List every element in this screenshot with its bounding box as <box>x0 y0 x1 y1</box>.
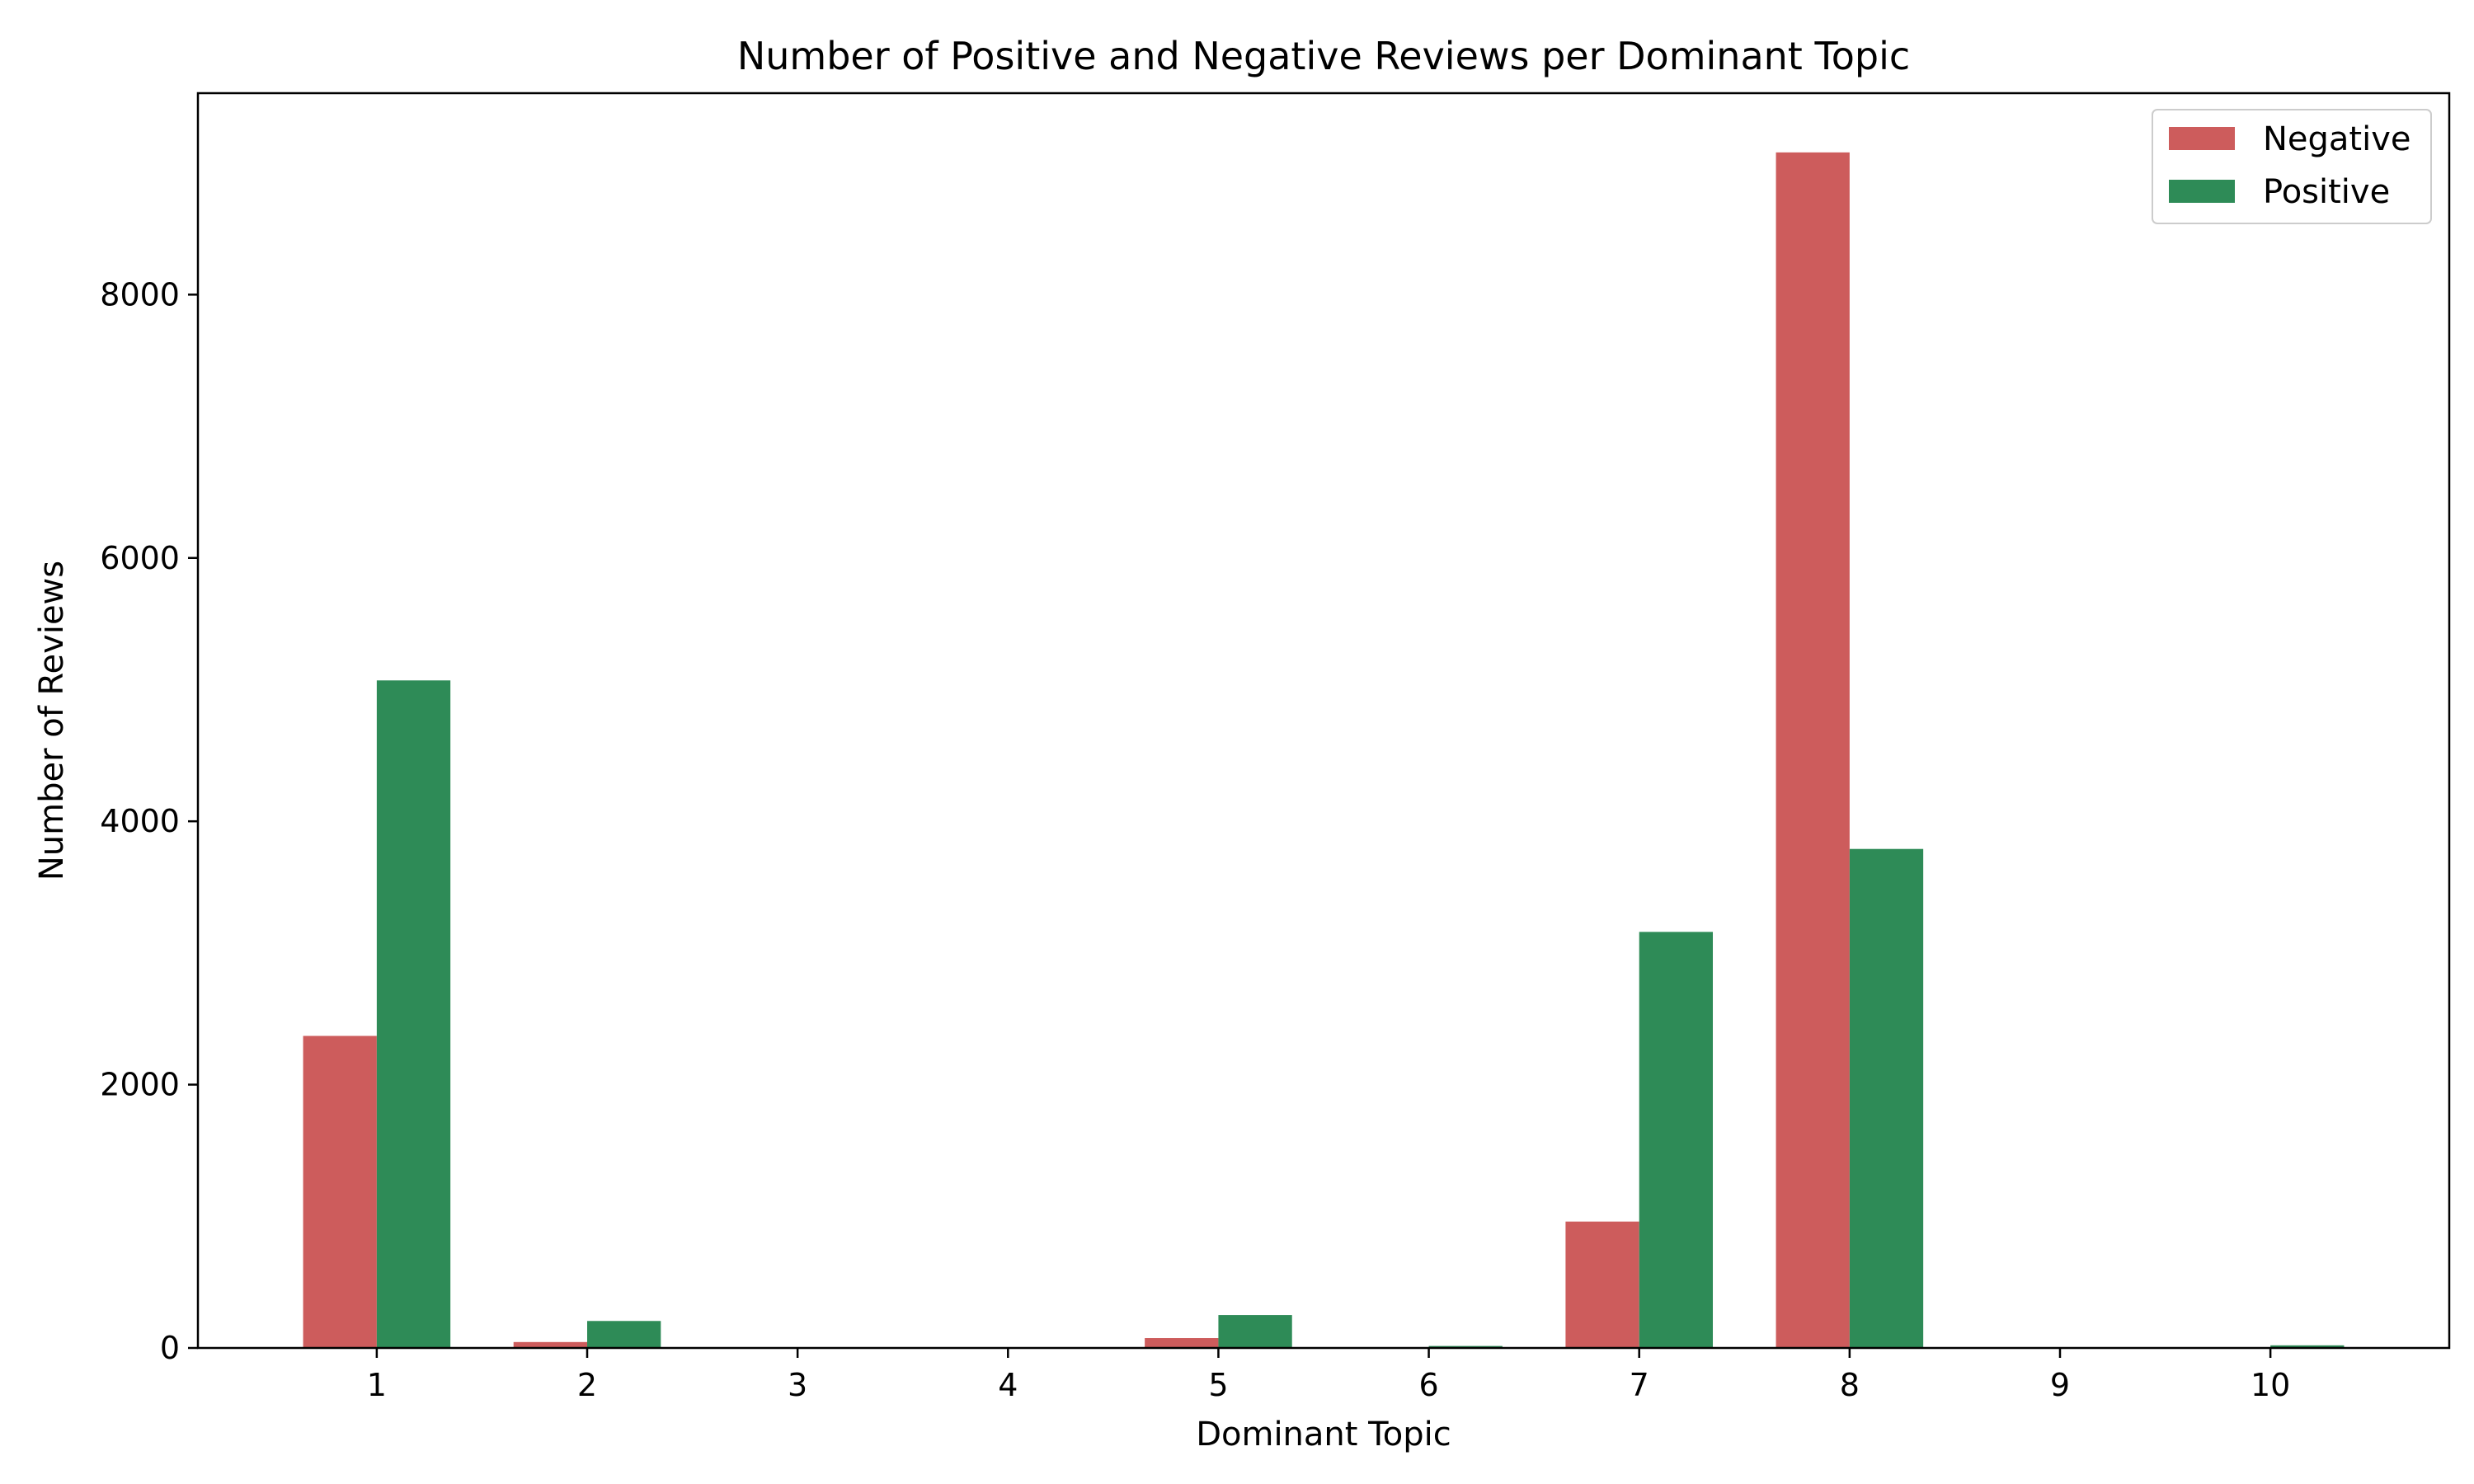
legend-swatch-positive <box>2169 180 2235 203</box>
x-tick-label: 3 <box>788 1367 807 1403</box>
y-axis-label: Number of Reviews <box>33 561 71 881</box>
axis-ticks: 1 2 3 4 5 6 7 8 9 10 0 2000 4000 6000 8000 <box>100 276 2290 1403</box>
x-tick-label: 10 <box>2251 1367 2290 1403</box>
x-tick-label: 6 <box>1418 1367 1438 1403</box>
x-tick-label: 5 <box>1208 1367 1228 1403</box>
bar-positive-topic-5 <box>1218 1315 1292 1348</box>
bar-negative-topic-1 <box>303 1036 377 1348</box>
x-tick-label: 1 <box>367 1367 387 1403</box>
chart-title: Number of Positive and Negative Reviews … <box>737 34 1910 78</box>
x-tick-label: 2 <box>577 1367 597 1403</box>
y-tick-label: 6000 <box>100 540 180 576</box>
x-axis-label: Dominant Topic <box>1196 1416 1451 1453</box>
bar-negative-topic-8 <box>1776 152 1850 1348</box>
bar-negative-topic-2 <box>513 1341 588 1348</box>
bar-negative-topic-5 <box>1145 1338 1219 1348</box>
y-tick-label: 2000 <box>100 1067 180 1103</box>
legend-label-negative: Negative <box>2263 120 2411 158</box>
legend-swatch-negative <box>2169 127 2235 150</box>
bar-positive-topic-7 <box>1639 932 1714 1348</box>
y-tick-label: 0 <box>160 1330 180 1366</box>
legend-label-positive: Positive <box>2263 173 2390 211</box>
bar-positive-topic-1 <box>376 680 451 1348</box>
legend: Negative Positive <box>2152 109 2432 224</box>
x-tick-label: 4 <box>998 1367 1018 1403</box>
x-tick-label: 9 <box>2050 1367 2070 1403</box>
x-tick-label: 7 <box>1630 1367 1649 1403</box>
x-tick-label: 8 <box>1840 1367 1860 1403</box>
plot-frame <box>196 92 2451 1350</box>
bars <box>303 152 2345 1348</box>
bar-positive-topic-8 <box>1849 848 1924 1348</box>
bar-positive-topic-2 <box>587 1321 661 1348</box>
bar-positive-topic-10 <box>2270 1345 2345 1348</box>
bar-negative-topic-7 <box>1565 1221 1639 1348</box>
y-tick-label: 8000 <box>100 276 180 312</box>
y-tick-label: 4000 <box>100 803 180 839</box>
